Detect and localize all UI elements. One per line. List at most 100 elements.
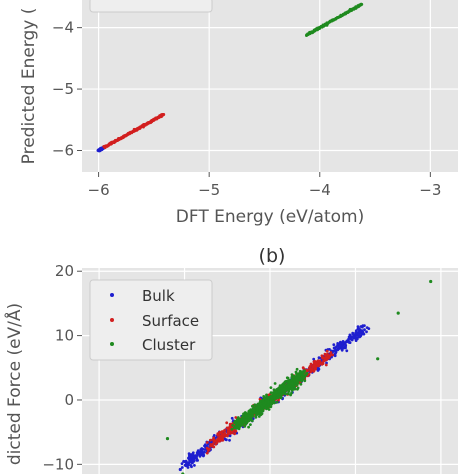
force-parity-panel: (b) −10 0 10 20 dicted Force (eV/Å) Bulk Su… bbox=[3, 245, 458, 474]
force-point bbox=[213, 439, 217, 443]
force-point bbox=[296, 386, 300, 390]
legend-marker-bulk bbox=[110, 293, 114, 297]
force-point bbox=[305, 371, 309, 375]
force-point bbox=[196, 459, 200, 462]
force-point bbox=[180, 466, 184, 469]
force-point bbox=[321, 355, 325, 359]
force-point bbox=[224, 438, 228, 441]
force-point bbox=[259, 413, 263, 417]
force-point bbox=[215, 441, 219, 445]
force-point bbox=[349, 337, 353, 341]
force-point bbox=[365, 330, 368, 334]
force-point bbox=[256, 403, 259, 407]
force-point bbox=[348, 341, 352, 344]
force-point bbox=[251, 405, 255, 408]
force-point bbox=[220, 431, 223, 434]
force-point bbox=[264, 398, 268, 402]
energy-points bbox=[96, 2, 364, 153]
force-point bbox=[298, 379, 301, 382]
energy-x-tick-label: −4 bbox=[309, 181, 331, 199]
force-point bbox=[312, 364, 316, 368]
force-y-tick-label: 20 bbox=[55, 262, 74, 280]
force-point bbox=[301, 366, 305, 370]
force-point bbox=[328, 348, 331, 351]
force-point bbox=[362, 332, 366, 336]
force-point bbox=[351, 331, 355, 335]
force-legend-box bbox=[89, 279, 213, 361]
force-point bbox=[270, 402, 273, 406]
force-point bbox=[345, 340, 348, 344]
force-point bbox=[291, 387, 294, 390]
force-point bbox=[282, 387, 286, 391]
force-point bbox=[186, 461, 189, 465]
force-point bbox=[348, 335, 351, 339]
energy-x-tick-label: −6 bbox=[88, 181, 110, 199]
energy-legend-box bbox=[89, 0, 213, 13]
force-point bbox=[265, 393, 268, 397]
force-point bbox=[267, 405, 271, 408]
energy-x-tick-label: −3 bbox=[419, 181, 441, 199]
force-point bbox=[282, 391, 285, 395]
legend-label-cluster: Cluster bbox=[142, 336, 196, 354]
force-point bbox=[273, 393, 276, 397]
force-point bbox=[357, 333, 360, 337]
force-point bbox=[288, 380, 291, 384]
force-point bbox=[212, 434, 216, 437]
force-point bbox=[262, 403, 266, 407]
force-point bbox=[197, 451, 201, 455]
force-point bbox=[243, 425, 247, 428]
force-point bbox=[226, 434, 229, 438]
force-points bbox=[165, 279, 433, 474]
force-point bbox=[216, 434, 220, 437]
force-point bbox=[309, 362, 313, 366]
force-point bbox=[230, 427, 234, 431]
force-point bbox=[259, 402, 263, 406]
force-point bbox=[302, 374, 305, 378]
force-point bbox=[205, 446, 209, 450]
force-point bbox=[343, 346, 346, 349]
force-point bbox=[235, 418, 239, 422]
force-point bbox=[258, 409, 262, 413]
force-point bbox=[363, 324, 366, 327]
force-point bbox=[360, 325, 364, 329]
force-point bbox=[191, 451, 195, 455]
force-point bbox=[329, 351, 333, 354]
force-point bbox=[281, 383, 284, 387]
force-point bbox=[233, 432, 237, 436]
force-point bbox=[275, 400, 279, 404]
force-point bbox=[217, 438, 220, 441]
force-point bbox=[324, 356, 328, 359]
force-point bbox=[293, 387, 297, 391]
force-point bbox=[261, 398, 265, 402]
force-point bbox=[314, 361, 317, 365]
force-point bbox=[336, 348, 340, 352]
force-point bbox=[247, 425, 251, 429]
force-outlier-point bbox=[396, 311, 400, 315]
force-point bbox=[290, 375, 294, 379]
force-point bbox=[331, 353, 334, 357]
force-point bbox=[333, 354, 337, 358]
force-point bbox=[299, 376, 303, 380]
force-point bbox=[287, 389, 291, 393]
force-point bbox=[256, 407, 259, 411]
force-y-ticks: −10 0 10 20 bbox=[42, 262, 82, 473]
force-point bbox=[254, 415, 258, 419]
energy-parity-panel: −6 −5 −4 −3 −6 −5 −4 DFT Energy (eV/atom) Pre… bbox=[19, 0, 458, 227]
force-point bbox=[182, 459, 186, 463]
force-point bbox=[295, 376, 299, 380]
force-point bbox=[233, 419, 237, 423]
force-point bbox=[187, 456, 191, 460]
force-point bbox=[180, 462, 184, 465]
force-point bbox=[260, 404, 264, 408]
force-point bbox=[286, 392, 290, 395]
force-point bbox=[283, 381, 287, 384]
force-point bbox=[295, 367, 299, 371]
force-point bbox=[241, 423, 244, 427]
force-point bbox=[232, 426, 236, 430]
force-point bbox=[277, 389, 281, 393]
force-point bbox=[238, 418, 241, 422]
legend-label-bulk: Bulk bbox=[142, 287, 175, 305]
force-point bbox=[351, 335, 355, 339]
force-point bbox=[363, 328, 366, 331]
force-point bbox=[205, 451, 209, 455]
